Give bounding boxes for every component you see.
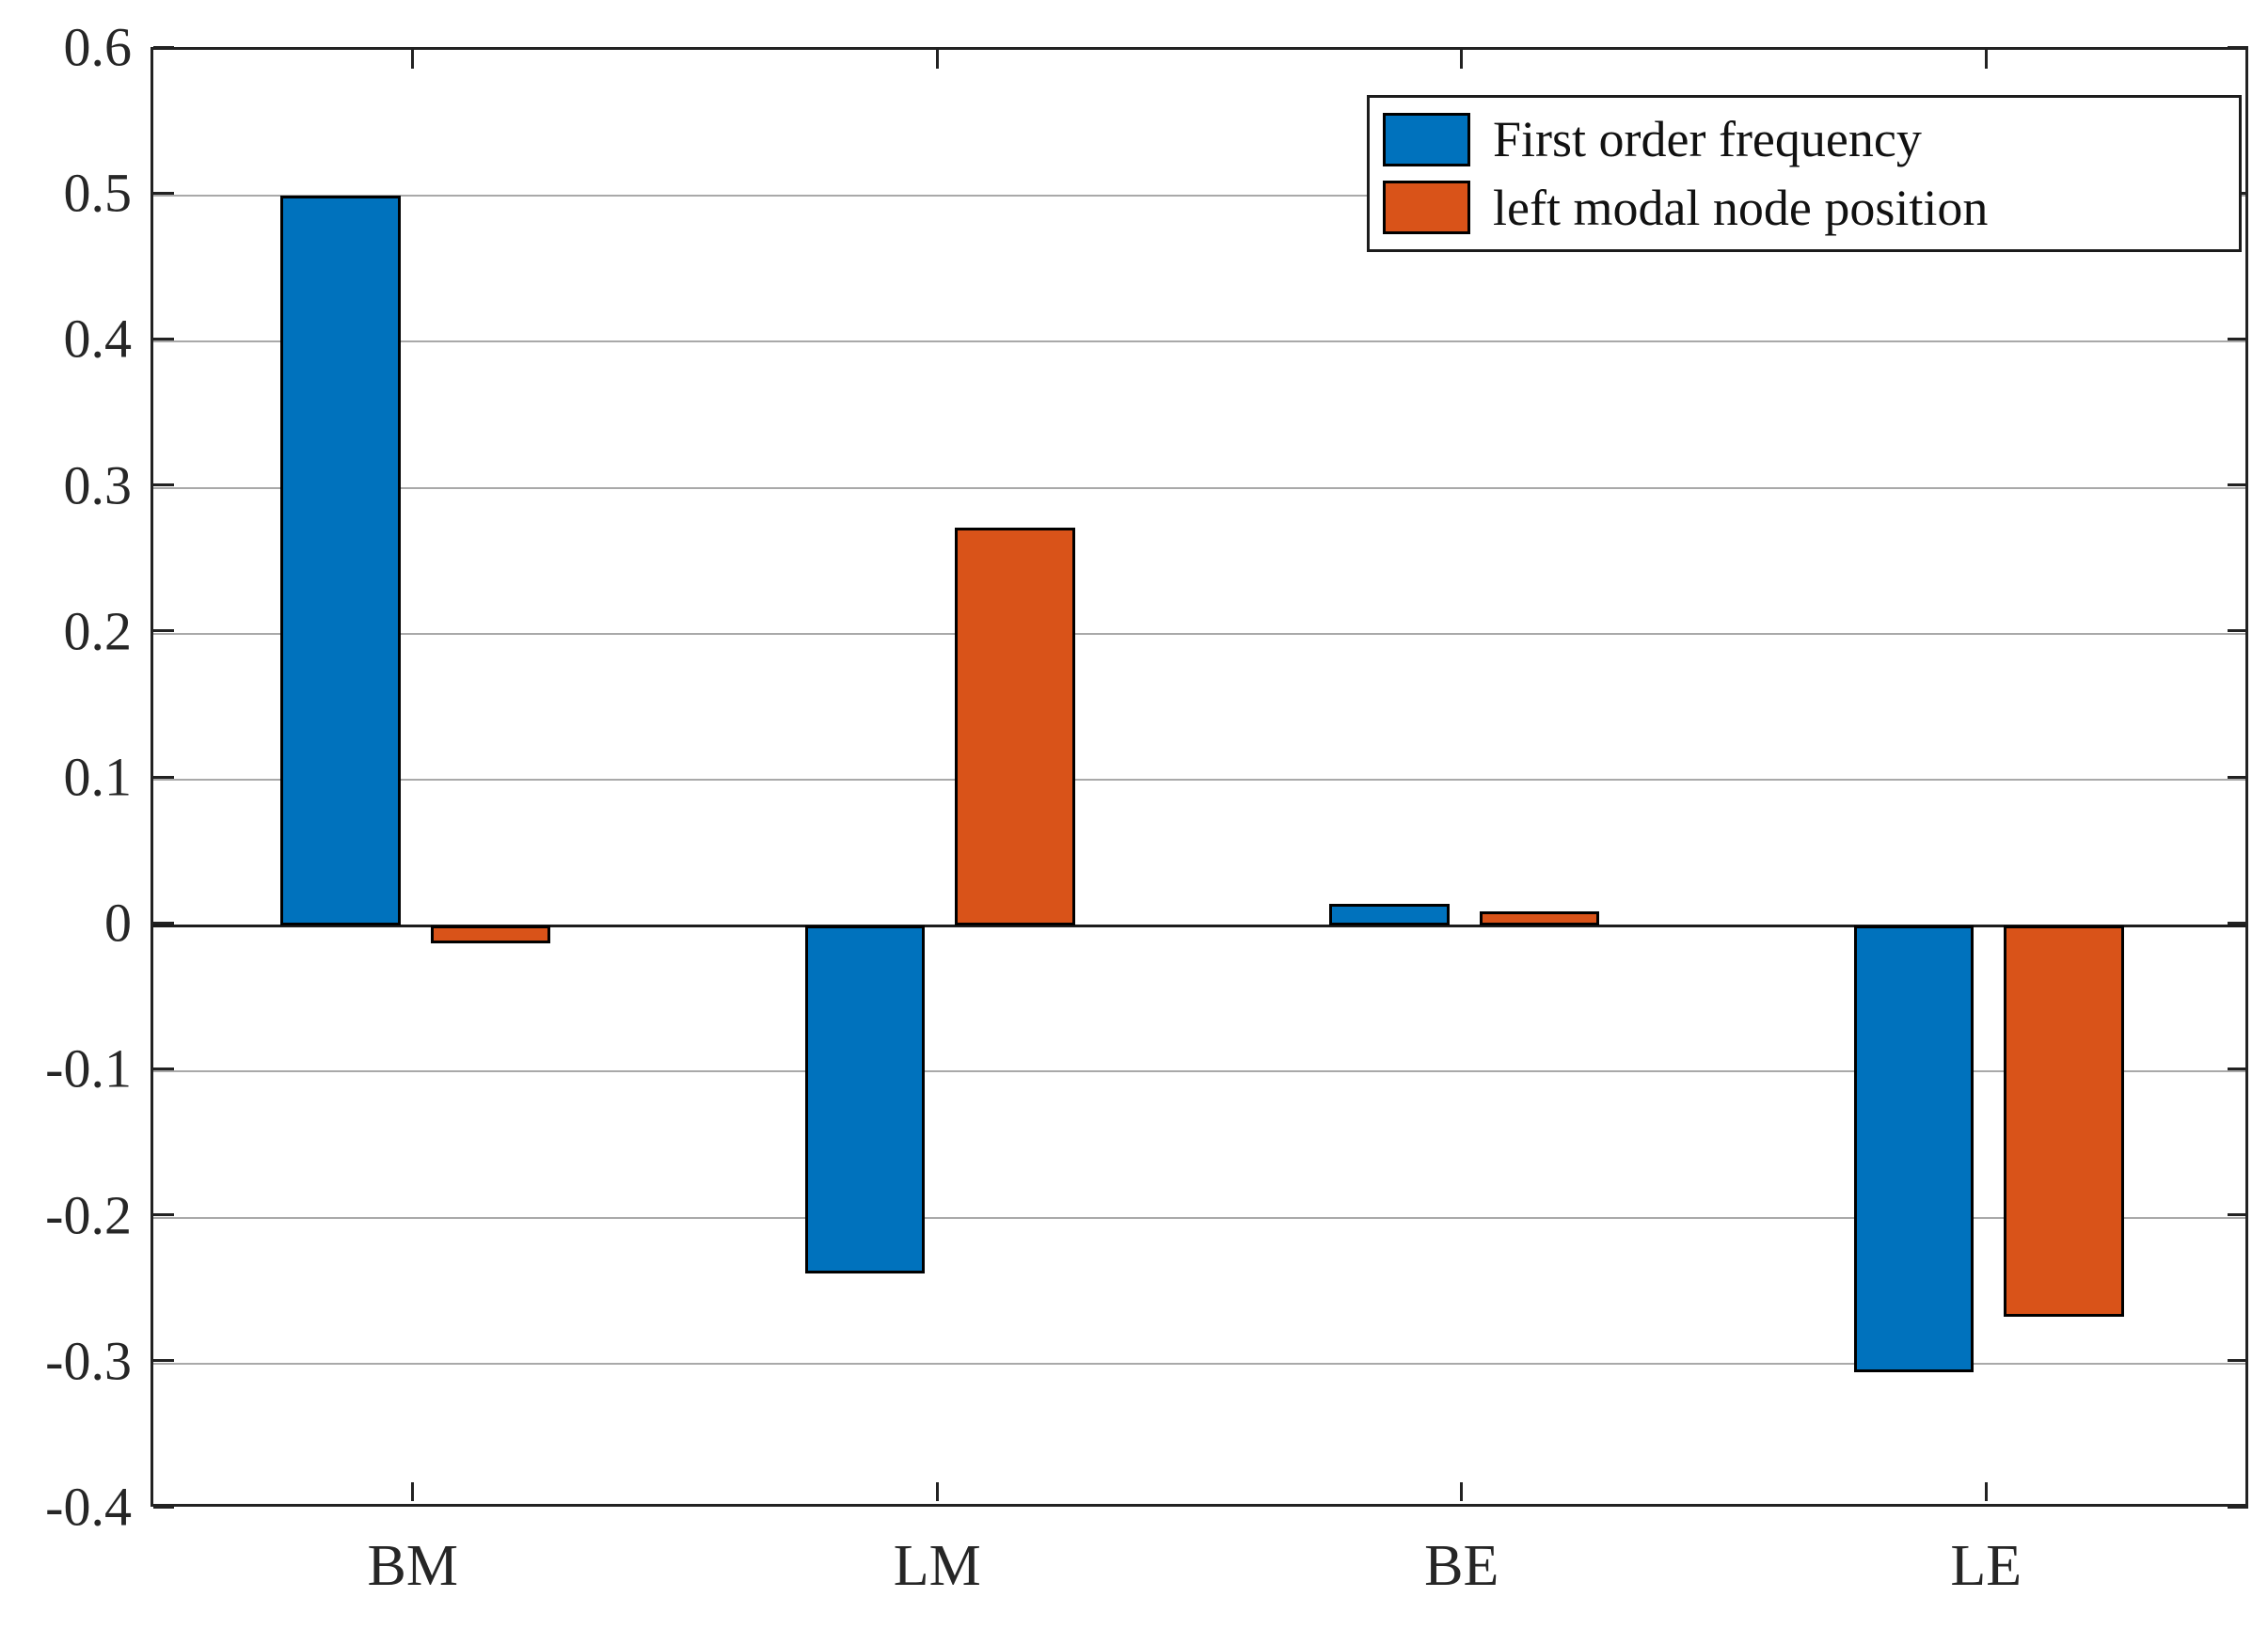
x-tick-top-lm <box>935 50 939 69</box>
y-tick-label-0.6: 0.6 <box>63 16 133 78</box>
bar-first-order-frequency-lm <box>804 925 926 1273</box>
y-gridline--0.2 <box>153 1216 2245 1219</box>
y-tick-label-0: 0 <box>104 892 132 954</box>
y-tick-label-0.5: 0.5 <box>63 162 133 224</box>
y-gridline-0.2 <box>153 632 2245 635</box>
x-tick-label-le: LE <box>1950 1534 2022 1598</box>
bar-left-modal-node-position-le <box>2004 925 2124 1318</box>
legend-swatch-orange <box>1383 181 1470 235</box>
y-tick-right--0.4 <box>2228 1505 2248 1509</box>
y-gridline-0.4 <box>153 340 2245 343</box>
y-gridline--0.3 <box>153 1362 2245 1365</box>
legend-item-left-modal-node-position: left modal node position <box>1383 179 2239 236</box>
y-tick-right-0.6 <box>2228 45 2248 49</box>
x-tick-bottom-bm <box>411 1482 415 1501</box>
y-tick-left-0.2 <box>153 629 174 633</box>
y-tick-left--0.3 <box>153 1359 174 1363</box>
legend-swatch-blue <box>1383 112 1470 166</box>
y-tick-right-0.3 <box>2228 483 2248 487</box>
y-tick-label--0.1: -0.1 <box>45 1037 132 1099</box>
legend-label-left-modal-node-position: left modal node position <box>1493 179 1989 236</box>
y-tick-label-0.4: 0.4 <box>63 308 133 370</box>
y-tick-label--0.4: -0.4 <box>45 1476 132 1538</box>
x-tick-label-bm: BM <box>367 1534 458 1598</box>
x-tick-label-be: BE <box>1424 1534 1499 1598</box>
legend-item-first-order-frequency: First order frequency <box>1383 111 2239 168</box>
bar-left-modal-node-position-bm <box>430 925 551 943</box>
y-tick-left--0.1 <box>153 1067 174 1070</box>
y-tick-left-0 <box>153 921 174 925</box>
bar-first-order-frequency-le <box>1853 925 1975 1373</box>
y-tick-label--0.2: -0.2 <box>45 1184 132 1246</box>
bar-left-modal-node-position-lm <box>955 527 1075 926</box>
y-tick-left-0.6 <box>153 45 174 49</box>
x-tick-top-be <box>1460 50 1464 69</box>
y-tick-left-0.3 <box>153 483 174 487</box>
y-tick-right-0 <box>2228 921 2248 925</box>
y-tick-label-0.1: 0.1 <box>63 746 133 808</box>
y-tick-right-0.4 <box>2228 337 2248 340</box>
x-tick-top-le <box>1984 50 1988 69</box>
legend: First order frequency left modal node po… <box>1367 95 2242 252</box>
y-tick-right-0.2 <box>2228 629 2248 633</box>
bar-first-order-frequency-bm <box>280 196 401 926</box>
x-tick-label-lm: LM <box>893 1534 981 1598</box>
y-tick-right--0.3 <box>2228 1359 2248 1363</box>
y-gridline-0.5 <box>153 195 2245 198</box>
x-tick-top-bm <box>411 50 415 69</box>
y-tick-left-0.1 <box>153 775 174 779</box>
y-tick-right--0.2 <box>2228 1213 2248 1217</box>
y-tick-left-0.5 <box>153 191 174 195</box>
y-tick-right-0.1 <box>2228 775 2248 779</box>
x-tick-bottom-le <box>1984 1482 1988 1501</box>
y-tick-left--0.4 <box>153 1505 174 1509</box>
plot-area: First order frequency left modal node po… <box>151 45 2248 1509</box>
legend-label-first-order-frequency: First order frequency <box>1493 111 1922 168</box>
y-tick-label-0.3: 0.3 <box>63 454 133 516</box>
y-tick-left--0.2 <box>153 1213 174 1217</box>
bar-left-modal-node-position-be <box>1479 910 1600 926</box>
bar-first-order-frequency-be <box>1329 903 1450 926</box>
y-tick-right--0.1 <box>2228 1067 2248 1070</box>
y-tick-label-0.2: 0.2 <box>63 600 133 662</box>
x-tick-bottom-lm <box>935 1482 939 1501</box>
y-tick-label--0.3: -0.3 <box>45 1330 132 1392</box>
zero-line <box>153 924 2245 927</box>
y-gridline-0.1 <box>153 779 2245 781</box>
y-tick-left-0.4 <box>153 337 174 340</box>
y-gridline--0.1 <box>153 1070 2245 1073</box>
x-tick-bottom-be <box>1460 1482 1464 1501</box>
y-gridline-0.3 <box>153 486 2245 489</box>
